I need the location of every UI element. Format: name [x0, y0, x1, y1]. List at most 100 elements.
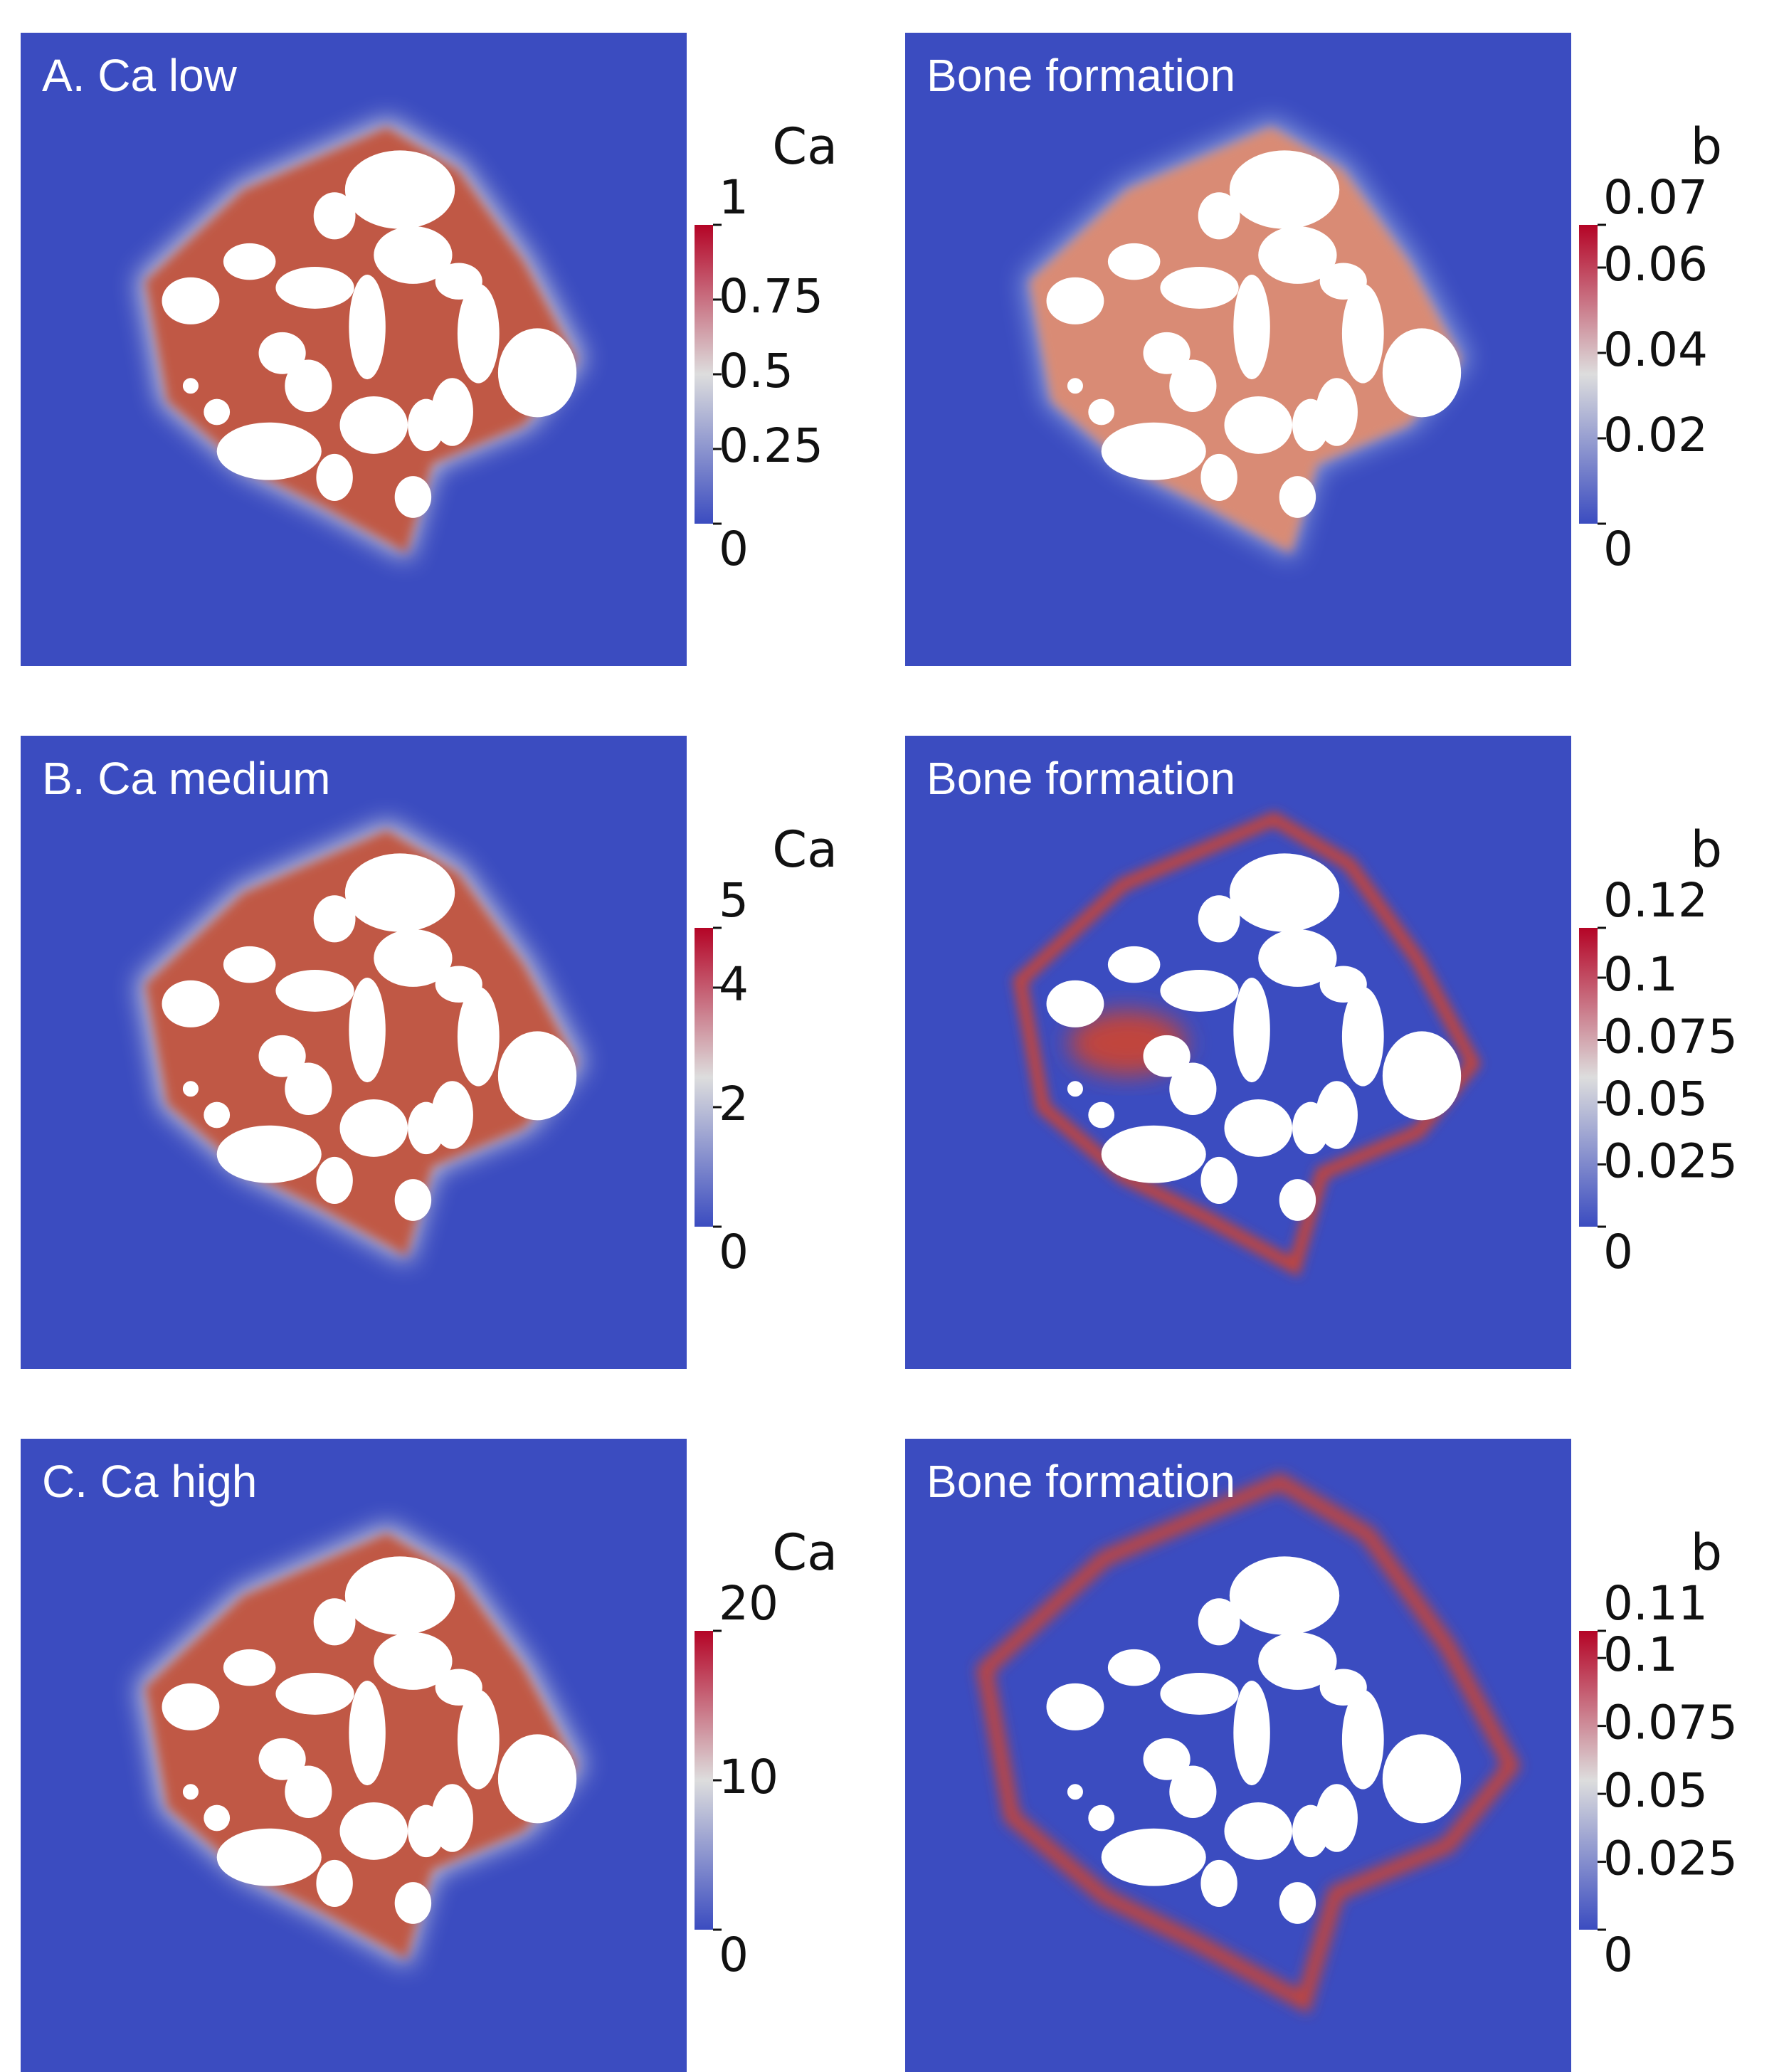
scaffold-pore	[285, 1062, 332, 1116]
scaffold-pore	[344, 150, 455, 229]
scaffold-pore	[182, 378, 199, 394]
scaffold-pore	[204, 398, 231, 426]
scaffold-pore	[162, 1683, 220, 1730]
scaffold-pore	[1258, 226, 1337, 284]
panel: C. Ca high Ca 0 10 20	[21, 1439, 838, 2072]
scaffold-pore	[339, 1802, 408, 1860]
scaffold-pore	[1107, 243, 1161, 280]
colorbar-tick-label: 0	[1603, 1928, 1633, 1982]
field-shapes	[1021, 117, 1471, 561]
scaffold-pore	[182, 1784, 199, 1800]
scaffold-pore	[316, 453, 353, 502]
colorbar-tick-label: 0	[1603, 522, 1633, 576]
colorbar-title: b	[1691, 1523, 1722, 1582]
scaffold-pore	[313, 192, 356, 240]
scaffold-pore	[216, 422, 322, 480]
scaffold-pore	[1200, 1859, 1237, 1908]
scaffold-pore	[285, 359, 332, 413]
scaffold-pore	[339, 396, 408, 454]
panel-title: Bone formation	[927, 1456, 1235, 1507]
field-shapes	[137, 1523, 586, 1967]
scaffold-pore	[1258, 1632, 1337, 1690]
colorbar-tick-label: 0	[719, 1225, 749, 1279]
field	[21, 33, 687, 666]
colorbar	[1579, 1631, 1598, 1930]
scaffold-pore	[1382, 1734, 1462, 1824]
field-shapes	[976, 1472, 1521, 2014]
scaffold-pore	[1067, 1784, 1083, 1800]
colorbar-tick-label: 0.07	[1603, 170, 1708, 225]
scaffold-pore	[313, 1598, 356, 1646]
scaffold-pore	[344, 853, 455, 932]
colorbar-title: b	[1691, 820, 1722, 879]
colorbar-tick-label: 0.06	[1603, 237, 1708, 292]
scaffold-pore	[1046, 1683, 1104, 1730]
scaffold-pore	[1169, 359, 1217, 413]
scaffold-pore	[1224, 1802, 1293, 1860]
scaffold-pore	[162, 277, 220, 324]
scaffold-pore	[1292, 1101, 1329, 1155]
scaffold-pore	[1101, 1125, 1206, 1183]
scaffold-pore	[1101, 422, 1206, 480]
panel: B. Ca medium Ca 0 2 4 5	[21, 736, 838, 1369]
scaffold-pore	[258, 332, 306, 374]
scaffold-pore	[1200, 453, 1237, 502]
colorbar-tick-label: 0.1	[1603, 1627, 1678, 1682]
colorbar-tick-label: 1	[719, 170, 749, 225]
scaffold-pore	[1160, 1673, 1239, 1715]
field-shapes	[137, 820, 586, 1264]
scaffold-pore	[1046, 980, 1104, 1027]
colorbar	[1579, 225, 1598, 524]
scaffold-pore	[182, 1081, 199, 1097]
scaffold-pore	[316, 1156, 353, 1205]
scaffold-pore	[162, 980, 220, 1027]
colorbar-tick-label: 4	[719, 957, 749, 1012]
scaffold-pore	[408, 1101, 445, 1155]
scaffold-pore	[1224, 396, 1293, 454]
colorbar-title: Ca	[772, 117, 838, 176]
scaffold-pore	[204, 1804, 231, 1832]
scaffold-pore	[1067, 1081, 1083, 1097]
scaffold-pore	[1229, 1556, 1340, 1635]
scaffold-pore	[339, 1099, 408, 1157]
scaffold-pore	[1067, 378, 1083, 394]
scaffold-pore	[223, 243, 276, 280]
colorbar-tick-label: 0.025	[1603, 1832, 1738, 1886]
scaffold-pore	[1046, 277, 1104, 324]
scaffold-pore	[1143, 332, 1191, 374]
scaffold-pore	[394, 1179, 432, 1221]
colorbar-title: Ca	[772, 820, 838, 879]
scaffold-pore	[1088, 1101, 1115, 1128]
scaffold-pore	[408, 1804, 445, 1858]
field-shapes	[137, 117, 586, 561]
field-shapes	[1012, 811, 1482, 1277]
scaffold-pore	[1088, 398, 1115, 426]
scaffold-pore	[349, 1681, 386, 1786]
scaffold-pore	[1341, 283, 1384, 384]
scaffold-pore	[275, 1673, 354, 1715]
scaffold-pore	[1200, 1156, 1237, 1205]
scaffold-pore	[1143, 1035, 1191, 1077]
colorbar-tick-label: 0.75	[719, 269, 823, 324]
scaffold-pore	[1198, 192, 1240, 240]
scaffold-pore	[394, 1882, 432, 1924]
scaffold-pore	[1160, 267, 1239, 309]
colorbar-tick-label: 0.02	[1603, 408, 1708, 462]
scaffold-pore	[1279, 476, 1316, 518]
field	[905, 736, 1571, 1369]
scaffold-pore	[497, 328, 577, 418]
scaffold-pore	[1101, 1828, 1206, 1886]
scaffold-pore	[223, 1649, 276, 1686]
scaffold-pore	[275, 970, 354, 1012]
colorbar-tick-label: 0.5	[719, 344, 793, 398]
scaffold-pore	[1169, 1765, 1217, 1819]
colorbar-tick-label: 5	[719, 873, 749, 928]
scaffold-pore	[1292, 1804, 1329, 1858]
colorbar-tick-label: 0.11	[1603, 1576, 1708, 1631]
panel-title: C. Ca high	[42, 1456, 257, 1507]
scaffold-pore	[1107, 1649, 1161, 1686]
field	[905, 1439, 1571, 2072]
colorbar-tick-label: 0.025	[1603, 1134, 1738, 1189]
